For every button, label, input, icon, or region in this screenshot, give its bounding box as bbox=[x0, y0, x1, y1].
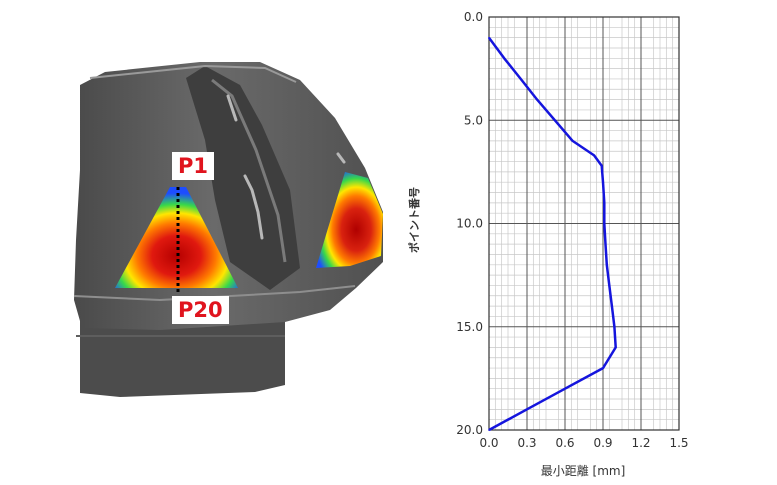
part-top-edge bbox=[89, 64, 297, 83]
x-axis-title: 最小距離 [mm] bbox=[540, 464, 626, 478]
x-tick-label: 0.3 bbox=[517, 436, 536, 450]
y-tick-label: 0.0 bbox=[464, 10, 483, 24]
part-speckle bbox=[226, 94, 346, 240]
data-point bbox=[554, 119, 556, 122]
plot-area: 0.0 0.3 0.6 0.9 1.2 1.5 0.0 5.0 10.0 15.0 20.0 bbox=[456, 10, 688, 450]
data-point bbox=[571, 140, 574, 142]
data-point bbox=[564, 387, 566, 390]
data-point bbox=[603, 202, 606, 204]
y-tick-label: 10.0 bbox=[456, 217, 483, 231]
data-point bbox=[606, 264, 608, 266]
x-tick-label: 0.0 bbox=[479, 436, 498, 450]
data-point bbox=[608, 284, 611, 287]
part-seam bbox=[73, 285, 356, 302]
data-point bbox=[519, 78, 522, 80]
y-axis-title: ポイント番号 bbox=[408, 187, 421, 253]
data-point bbox=[614, 346, 617, 349]
data-point bbox=[603, 222, 606, 225]
data-point bbox=[602, 367, 604, 369]
data-point bbox=[604, 243, 607, 245]
data-point bbox=[593, 154, 595, 157]
part-ridge bbox=[186, 66, 300, 290]
y-tick-label: 20.0 bbox=[456, 423, 483, 437]
callout-top-point: P1 bbox=[172, 152, 215, 180]
data-point bbox=[602, 181, 604, 183]
x-tick-label: 1.5 bbox=[669, 436, 688, 450]
plot-frame bbox=[488, 16, 680, 431]
data-point bbox=[488, 36, 490, 39]
data-point bbox=[526, 408, 528, 411]
data-point bbox=[600, 164, 603, 167]
data-point bbox=[488, 429, 490, 431]
x-tick-label: 1.2 bbox=[631, 436, 650, 450]
data-point bbox=[503, 57, 506, 60]
callout-bottom-point: P20 bbox=[172, 296, 229, 324]
data-point bbox=[613, 325, 616, 328]
y-tick-label: 15.0 bbox=[456, 320, 483, 334]
heatmap-zone-right bbox=[316, 172, 383, 268]
x-tick-label: 0.9 bbox=[593, 436, 612, 450]
x-tick-label: 0.6 bbox=[555, 436, 574, 450]
part-lower-base bbox=[80, 320, 285, 397]
part-ridge-highlight bbox=[211, 78, 287, 263]
part-render bbox=[73, 62, 383, 397]
data-point bbox=[611, 305, 613, 307]
data-point bbox=[536, 98, 538, 101]
y-tick-label: 5.0 bbox=[464, 113, 483, 127]
